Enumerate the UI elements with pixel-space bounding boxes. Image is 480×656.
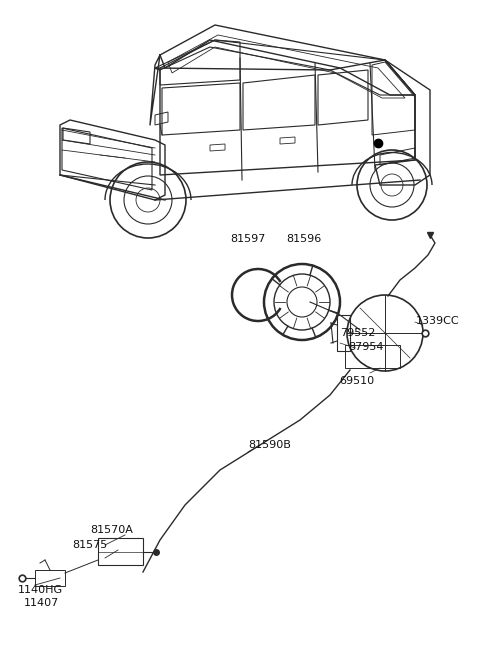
Text: 81596: 81596 <box>287 234 322 244</box>
Text: 81575: 81575 <box>72 540 107 550</box>
Text: 1140HG: 1140HG <box>18 585 63 595</box>
Text: 81570A: 81570A <box>90 525 133 535</box>
Text: 87954: 87954 <box>348 342 384 352</box>
Text: 11407: 11407 <box>24 598 59 608</box>
Text: 81597: 81597 <box>230 234 266 244</box>
Text: 69510: 69510 <box>339 376 374 386</box>
Text: 81590B: 81590B <box>248 440 291 450</box>
Text: 79552: 79552 <box>340 328 375 338</box>
Text: 1339CC: 1339CC <box>416 316 460 326</box>
